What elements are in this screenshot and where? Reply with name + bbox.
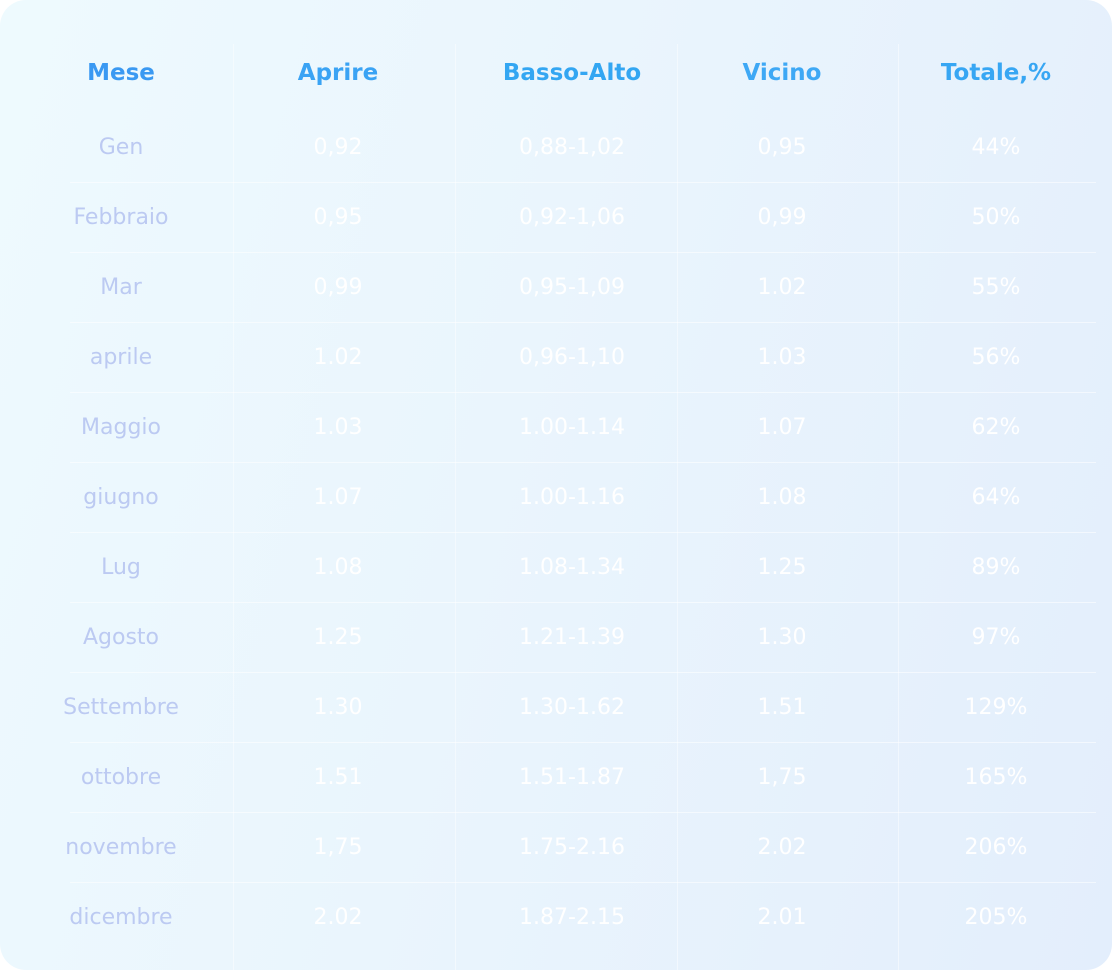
header-aprire: Aprire [297, 60, 379, 86]
cell-mese: giugno [83, 485, 159, 510]
row-divider [70, 882, 1096, 883]
table-row: ottobre 1.51 1.51-1.87 1,75 165% [0, 743, 1112, 813]
column-separator [898, 44, 899, 970]
table-header-row: Mese Aprire Basso-Alto Vicino Totale,% [0, 38, 1112, 108]
cell-basso-alto: 1.51-1.87 [519, 765, 625, 790]
row-divider [70, 252, 1096, 253]
table-row: novembre 1,75 1.75-2.16 2.02 206% [0, 813, 1112, 883]
cell-aprire: 0,95 [313, 205, 363, 230]
cell-vicino: 1.30 [757, 625, 807, 650]
cell-aprire: 1,75 [313, 835, 363, 860]
cell-basso-alto: 1.75-2.16 [519, 835, 625, 860]
cell-mese: Maggio [81, 415, 161, 440]
row-divider [70, 462, 1096, 463]
cell-vicino: 1.25 [757, 555, 807, 580]
cell-vicino: 2.02 [757, 835, 807, 860]
cell-vicino: 1.07 [757, 415, 807, 440]
cell-aprire: 0,92 [313, 135, 363, 160]
cell-totale: 129% [964, 695, 1028, 720]
cell-mese: Gen [98, 135, 144, 160]
cell-aprire: 1.30 [313, 695, 363, 720]
cell-basso-alto: 0,95-1,09 [519, 275, 625, 300]
table-row: aprile 1.02 0,96-1,10 1.03 56% [0, 323, 1112, 393]
row-divider [70, 532, 1096, 533]
cell-totale: 64% [971, 485, 1021, 510]
cell-aprire: 1.03 [313, 415, 363, 440]
cell-mese: Febbraio [73, 205, 169, 230]
cell-totale: 89% [971, 555, 1021, 580]
cell-aprire: 1.08 [313, 555, 363, 580]
cell-totale: 206% [964, 835, 1028, 860]
cell-vicino: 1,75 [757, 765, 807, 790]
table-row: Maggio 1.03 1.00-1.14 1.07 62% [0, 393, 1112, 463]
header-mese: Mese [87, 60, 155, 86]
cell-totale: 55% [971, 275, 1021, 300]
cell-mese: Mar [100, 275, 142, 300]
cell-aprire: 1.07 [313, 485, 363, 510]
cell-mese: aprile [89, 345, 153, 370]
cell-vicino: 0,99 [757, 205, 807, 230]
header-basso-alto: Basso-Alto [502, 60, 642, 86]
row-divider [70, 742, 1096, 743]
cell-basso-alto: 1.00-1.16 [519, 485, 625, 510]
cell-mese: Agosto [82, 625, 160, 650]
cell-basso-alto: 1.87-2.15 [519, 905, 625, 930]
table-row: dicembre 2.02 1.87-2.15 2.01 205% [0, 883, 1112, 953]
cell-basso-alto: 1.08-1.34 [519, 555, 625, 580]
row-divider [70, 602, 1096, 603]
row-divider [70, 182, 1096, 183]
column-separator [677, 44, 678, 970]
table-row: Settembre 1.30 1.30-1.62 1.51 129% [0, 673, 1112, 743]
table-row: Lug 1.08 1.08-1.34 1.25 89% [0, 533, 1112, 603]
header-vicino: Vicino [742, 60, 822, 86]
column-separator [233, 44, 234, 970]
cell-totale: 44% [971, 135, 1021, 160]
table-row: giugno 1.07 1.00-1.16 1.08 64% [0, 463, 1112, 533]
cell-basso-alto: 0,92-1,06 [519, 205, 625, 230]
cell-basso-alto: 1.21-1.39 [519, 625, 625, 650]
cell-vicino: 1.51 [757, 695, 807, 720]
cell-aprire: 2.02 [313, 905, 363, 930]
cell-mese: Lug [101, 555, 141, 580]
row-divider [70, 672, 1096, 673]
cell-totale: 97% [971, 625, 1021, 650]
cell-basso-alto: 0,88-1,02 [519, 135, 625, 160]
cell-aprire: 0,99 [313, 275, 363, 300]
cell-aprire: 1.02 [313, 345, 363, 370]
cell-vicino: 1.03 [757, 345, 807, 370]
cell-vicino: 0,95 [757, 135, 807, 160]
cell-vicino: 1.08 [757, 485, 807, 510]
cell-totale: 50% [971, 205, 1021, 230]
table-row: Agosto 1.25 1.21-1.39 1.30 97% [0, 603, 1112, 673]
table-row: Gen 0,92 0,88-1,02 0,95 44% [0, 113, 1112, 183]
table-row: Febbraio 0,95 0,92-1,06 0,99 50% [0, 183, 1112, 253]
cell-totale: 62% [971, 415, 1021, 440]
cell-vicino: 2.01 [757, 905, 807, 930]
cell-mese: Settembre [63, 695, 179, 720]
row-divider [70, 812, 1096, 813]
cell-aprire: 1.51 [313, 765, 363, 790]
cell-mese: dicembre [69, 905, 173, 930]
table-row: Mar 0,99 0,95-1,09 1.02 55% [0, 253, 1112, 323]
cell-totale: 165% [964, 765, 1028, 790]
cell-mese: novembre [65, 835, 177, 860]
cell-vicino: 1.02 [757, 275, 807, 300]
row-divider [70, 392, 1096, 393]
cell-aprire: 1.25 [313, 625, 363, 650]
cell-totale: 56% [971, 345, 1021, 370]
cell-totale: 205% [964, 905, 1028, 930]
cell-mese: ottobre [80, 765, 162, 790]
cell-basso-alto: 0,96-1,10 [519, 345, 625, 370]
cell-basso-alto: 1.30-1.62 [519, 695, 625, 720]
cell-basso-alto: 1.00-1.14 [519, 415, 625, 440]
column-separator [455, 44, 456, 970]
header-totale: Totale,% [940, 60, 1052, 86]
row-divider [70, 322, 1096, 323]
